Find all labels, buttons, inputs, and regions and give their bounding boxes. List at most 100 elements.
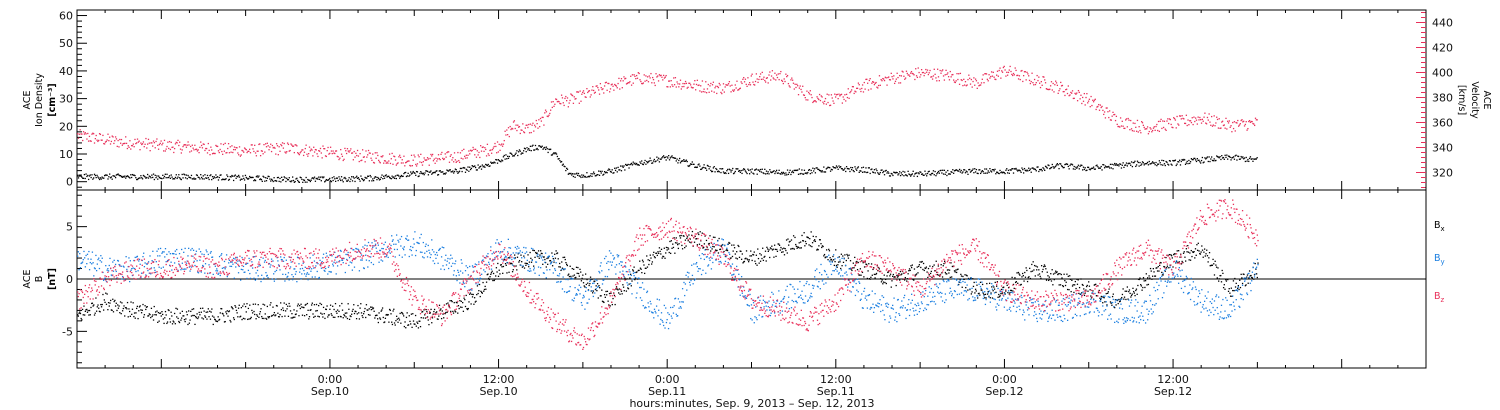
Bx-point [1251,276,1253,279]
density-point [1091,167,1093,169]
density-point [758,169,760,171]
Bx-point [979,281,982,283]
Bx-point [689,238,691,240]
density-point [948,173,951,175]
Bx-point [334,316,336,319]
By-point [77,251,80,253]
density-point [124,175,126,177]
Bx-point [930,270,932,273]
velocity-point [660,74,662,76]
velocity-point [398,156,400,158]
Bx-point [719,248,721,251]
density-point [584,175,586,178]
density-point [1231,157,1233,159]
By-point [253,277,255,279]
Bx-point [239,316,241,318]
By-point [133,259,135,262]
velocity-point [1059,88,1061,90]
By-point [261,274,263,276]
velocity-point [384,160,387,162]
By-point [112,261,114,263]
density-point [903,175,905,177]
density-point [1235,154,1237,156]
By-point [255,272,257,274]
Bx-point [547,257,550,259]
Bx-point [541,252,543,255]
By-point [348,256,351,259]
Bx-point [1082,284,1084,287]
Bx-point [576,272,578,275]
density-point [1129,162,1131,165]
velocity-point [648,75,650,77]
Bx-point [281,315,283,318]
velocity-point [1207,119,1209,121]
Bx-point [308,318,310,320]
Bx-point [1161,274,1164,276]
Bx-point [183,315,185,317]
velocity-point [598,93,601,95]
Bx-point [249,317,252,320]
By-point [272,260,274,262]
density-point [978,169,980,171]
density-point [935,175,937,177]
density-point [1252,160,1254,162]
Bx-point [1226,278,1228,280]
density-point [341,179,344,181]
Bx-point [694,235,696,237]
density-point [883,170,885,173]
Bx-point [166,322,168,325]
velocity-point [150,142,152,144]
Bx-point [495,267,498,269]
Bx-point [77,315,80,317]
velocity-point [204,149,206,152]
Bx-point [160,315,162,317]
density-point [1022,172,1025,174]
density-point [577,172,580,175]
density-point [167,176,169,179]
density-point [92,178,94,180]
Bx-point [1033,269,1035,271]
Bx-point [998,296,1001,298]
density-point [439,170,441,172]
By-point [177,269,179,272]
Bx-point [686,237,688,240]
velocity-point [1156,123,1158,126]
velocity-point [732,90,735,92]
velocity-point [268,149,270,151]
Bx-point [1012,283,1015,286]
density-point [195,178,197,180]
density-point [498,159,500,162]
density-point [1220,158,1222,161]
density-point [973,172,975,174]
velocity-point [734,84,736,86]
Bx-point [613,294,616,297]
Bx-point [590,290,592,292]
Bx-point [1149,277,1151,279]
density-point [638,164,640,166]
Bx-point [772,248,774,250]
Bx-point [1078,286,1081,289]
By-point [303,269,305,272]
Bx-point [634,278,636,281]
velocity-point [361,159,363,161]
Bx-point [145,306,148,308]
velocity-point [339,157,341,159]
Bx-point [695,238,697,240]
density-point [528,147,530,150]
density-point [887,171,889,173]
Bx-point [247,307,250,310]
Bx-point [836,266,838,268]
density-point [696,166,698,168]
Bx-point [168,309,170,312]
By-point [209,252,212,254]
velocity-point [195,148,198,150]
velocity-point [955,80,957,82]
velocity-point [747,77,749,79]
By-point [264,259,266,262]
Bx-point [751,259,753,262]
density-point [976,172,978,174]
density-point [219,174,221,176]
Bx-point [272,306,274,308]
density-point [625,163,627,166]
Bx-point [1158,270,1160,272]
